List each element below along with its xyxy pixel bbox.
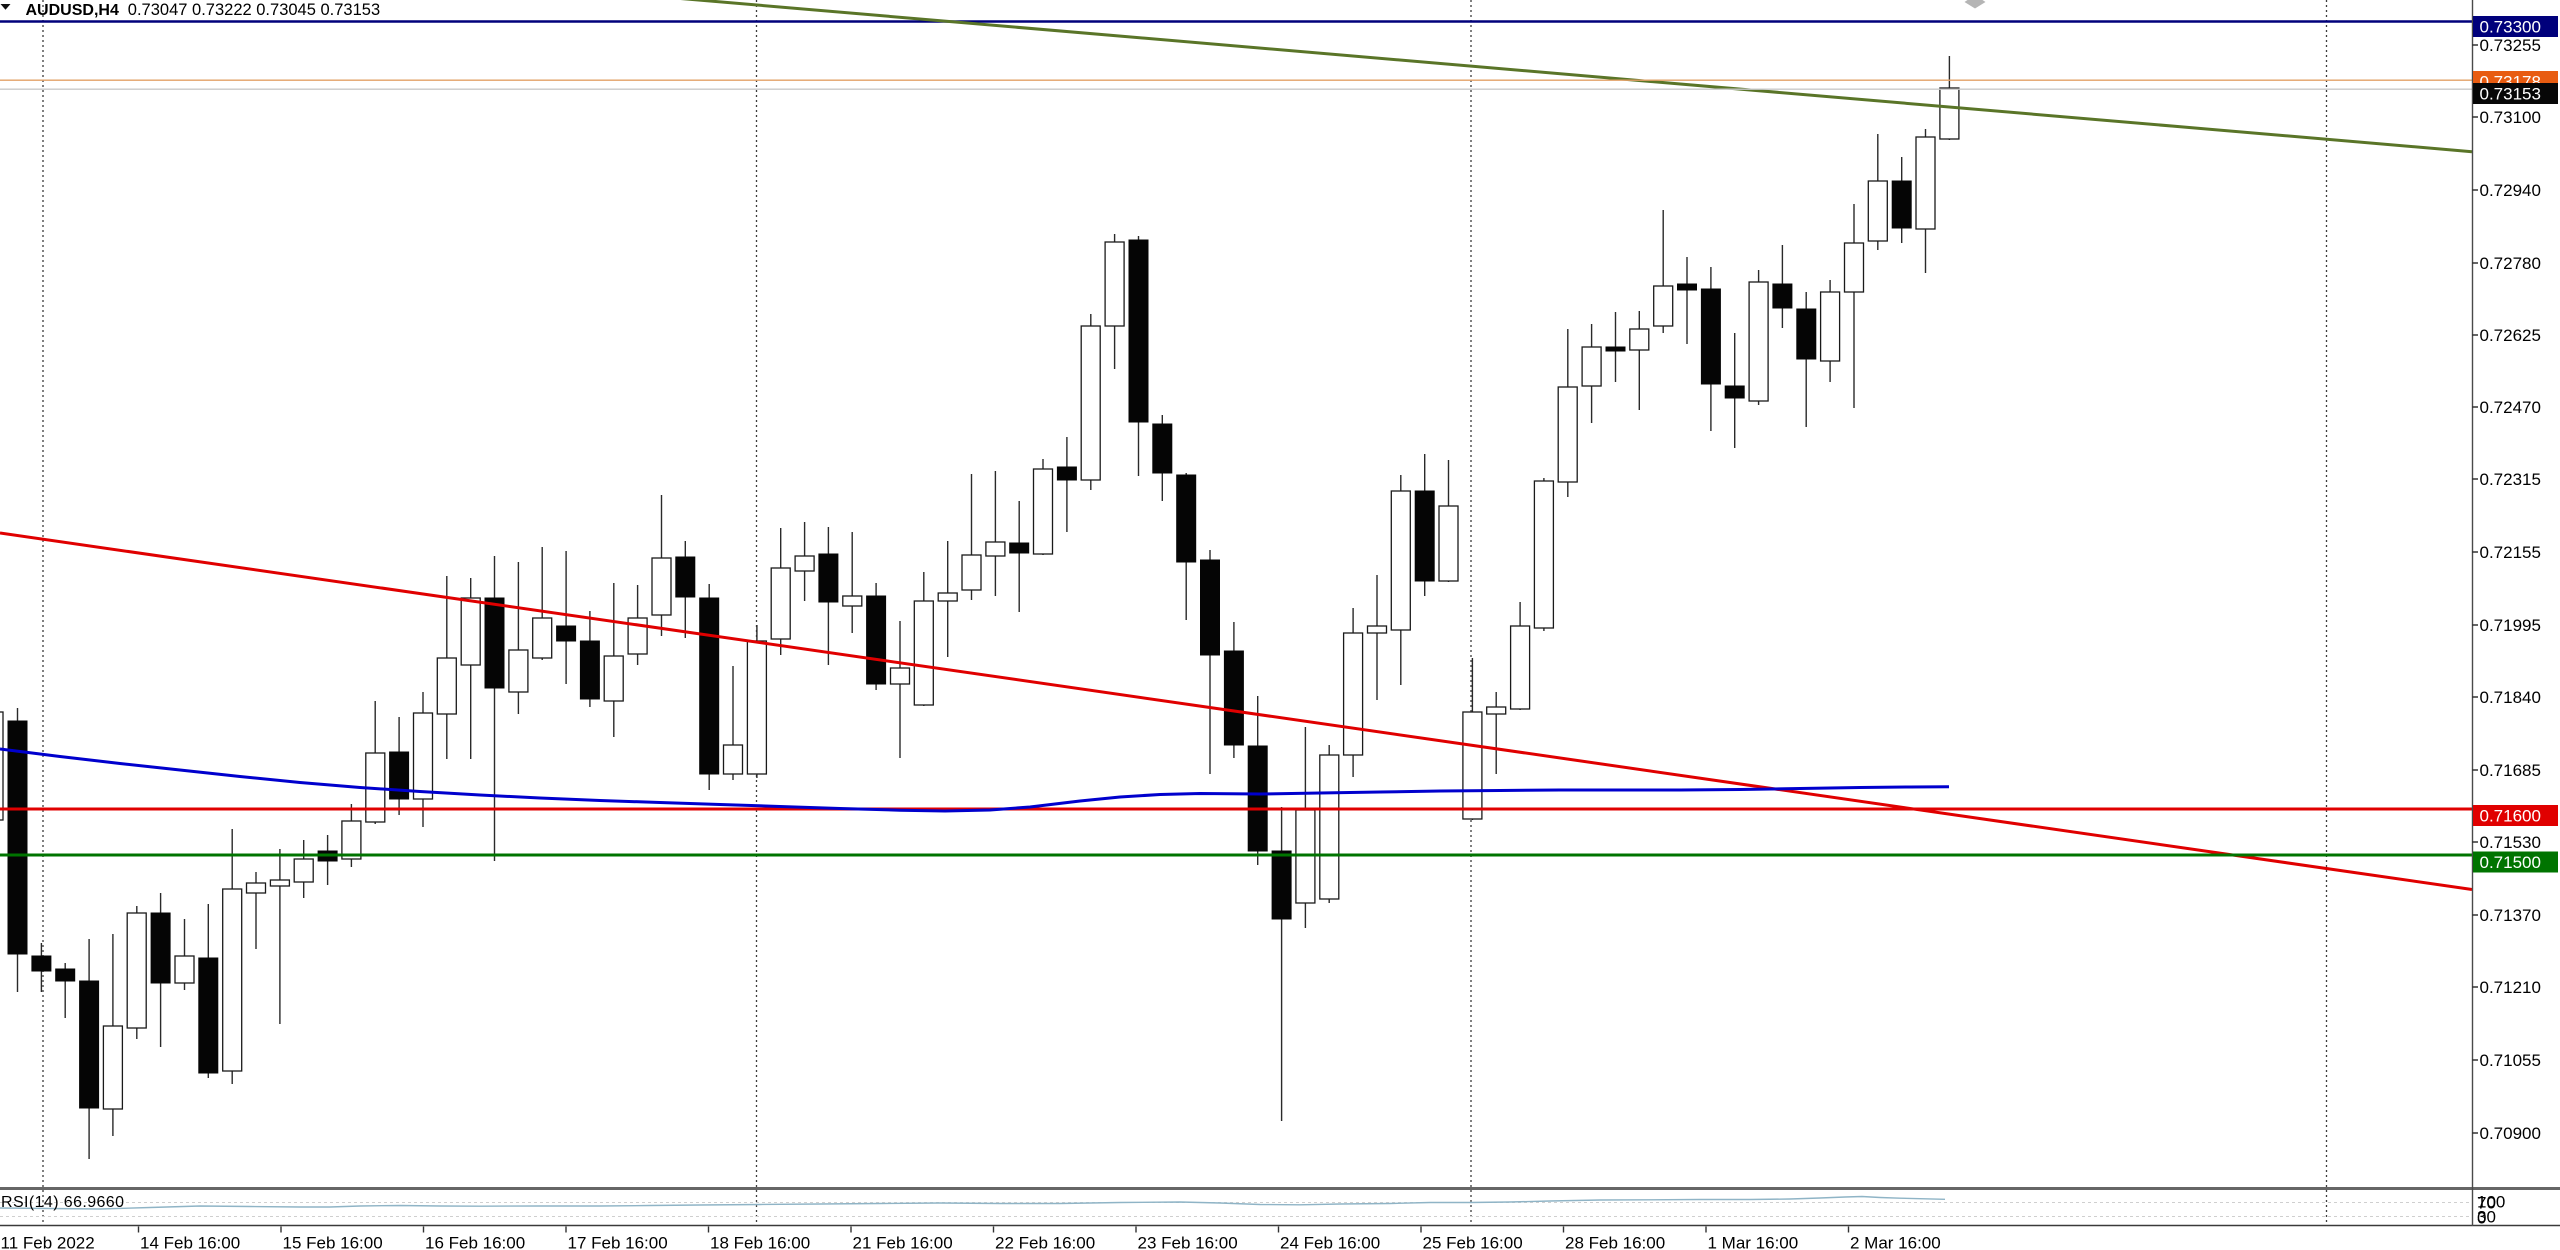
svg-text:0.71210: 0.71210 — [2480, 978, 2541, 997]
svg-text:0.72940: 0.72940 — [2480, 181, 2541, 200]
svg-text:23 Feb 16:00: 23 Feb 16:00 — [1138, 1234, 1238, 1250]
svg-text:11 Feb 2022: 11 Feb 2022 — [1, 1234, 95, 1250]
svg-text:0.71500: 0.71500 — [2480, 853, 2541, 872]
svg-text:0.73047 0.73222 0.73045 0.7315: 0.73047 0.73222 0.73045 0.73153 — [128, 1, 380, 19]
svg-text:0.72470: 0.72470 — [2480, 398, 2541, 417]
svg-text:0.73255: 0.73255 — [2480, 36, 2541, 55]
svg-text:16 Feb 16:00: 16 Feb 16:00 — [425, 1234, 525, 1250]
svg-text:0.71995: 0.71995 — [2480, 616, 2541, 635]
svg-text:2 Mar 16:00: 2 Mar 16:00 — [1850, 1234, 1941, 1250]
svg-text:22 Feb 16:00: 22 Feb 16:00 — [995, 1234, 1095, 1250]
svg-text:0.73100: 0.73100 — [2480, 108, 2541, 127]
svg-text:30: 30 — [2477, 1208, 2496, 1227]
svg-text:0.72625: 0.72625 — [2480, 326, 2541, 345]
svg-text:24 Feb 16:00: 24 Feb 16:00 — [1280, 1234, 1380, 1250]
svg-text:0.72780: 0.72780 — [2480, 254, 2541, 273]
svg-text:RSI(14) 66.9660: RSI(14) 66.9660 — [1, 1194, 124, 1211]
svg-text:0.71685: 0.71685 — [2480, 761, 2541, 780]
svg-text:100: 100 — [2477, 1193, 2505, 1212]
svg-text:0.71370: 0.71370 — [2480, 906, 2541, 925]
svg-text:17 Feb 16:00: 17 Feb 16:00 — [568, 1234, 668, 1250]
svg-text:0.72315: 0.72315 — [2480, 470, 2541, 489]
svg-text:AUDUSD,H4: AUDUSD,H4 — [26, 2, 119, 19]
svg-text:70: 70 — [2477, 1194, 2496, 1213]
svg-text:21 Feb 16:00: 21 Feb 16:00 — [853, 1234, 953, 1250]
svg-text:15 Feb 16:00: 15 Feb 16:00 — [283, 1234, 383, 1250]
svg-text:14 Feb 16:00: 14 Feb 16:00 — [140, 1234, 240, 1250]
svg-text:28 Feb 16:00: 28 Feb 16:00 — [1565, 1234, 1665, 1250]
svg-text:0.73300: 0.73300 — [2480, 18, 2541, 37]
svg-text:0.71530: 0.71530 — [2480, 833, 2541, 852]
svg-text:18 Feb 16:00: 18 Feb 16:00 — [710, 1234, 810, 1250]
svg-text:0.73153: 0.73153 — [2480, 85, 2541, 104]
svg-text:0.71840: 0.71840 — [2480, 688, 2541, 707]
svg-text:0.71600: 0.71600 — [2480, 807, 2541, 826]
svg-text:1 Mar 16:00: 1 Mar 16:00 — [1708, 1234, 1799, 1250]
svg-text:0.70900: 0.70900 — [2480, 1124, 2541, 1143]
svg-text:0.71055: 0.71055 — [2480, 1051, 2541, 1070]
svg-text:0.72155: 0.72155 — [2480, 543, 2541, 562]
svg-text:25 Feb 16:00: 25 Feb 16:00 — [1423, 1234, 1523, 1250]
svg-text:0: 0 — [2477, 1209, 2486, 1228]
